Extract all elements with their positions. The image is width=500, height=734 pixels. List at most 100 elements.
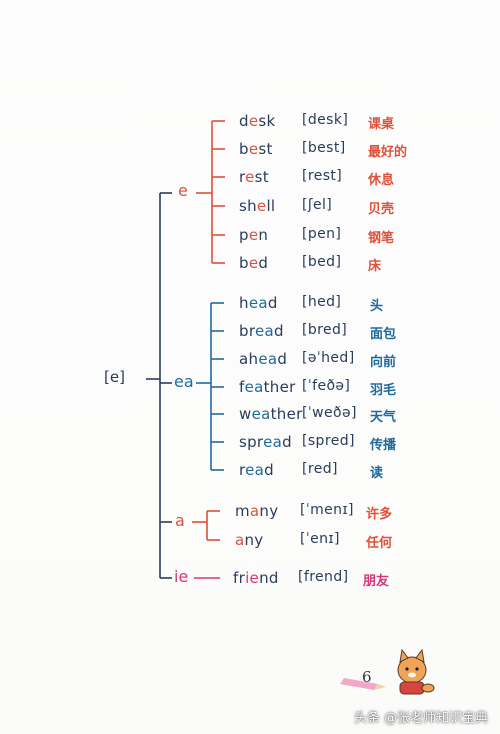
source-watermark: 头条 @张老师知识宝典: [353, 711, 488, 726]
meaning-ea-5: 传播: [370, 438, 397, 453]
word-highlight: e: [248, 140, 259, 158]
word-prefix: r: [239, 461, 246, 479]
phonetic-e-0: [desk]: [302, 112, 349, 128]
meaning-e-5: 床: [368, 259, 382, 274]
phonetic-ea-3: [ˈfeðə]: [302, 378, 351, 394]
word-ea-5: spread: [239, 433, 292, 451]
word-ea-2: ahead: [239, 350, 287, 368]
word-suffix: nd: [259, 569, 279, 587]
phonetic-e-3: [ʃel]: [302, 197, 333, 213]
word-highlight: ea: [251, 405, 271, 423]
meaning-e-3: 贝壳: [368, 202, 395, 217]
phonetic-ea-4: [ˈweðə]: [302, 405, 357, 421]
phonetic-e-4: [pen]: [302, 226, 342, 242]
group-label-ea: ea: [174, 372, 194, 391]
word-prefix: d: [239, 112, 249, 130]
phonetic-ea-0: [hed]: [302, 294, 342, 310]
pencil-icon: [340, 678, 386, 690]
word-highlight: ea: [248, 294, 268, 312]
word-prefix: f: [239, 378, 245, 396]
group-label-ie: ie: [174, 567, 189, 586]
group-label-a: a: [175, 511, 185, 530]
word-prefix: w: [239, 405, 252, 423]
word-suffix: ny: [244, 531, 264, 549]
phonetic-a-1: [ˈenɪ]: [300, 531, 340, 547]
word-suffix: d: [277, 350, 288, 368]
word-ea-3: feather: [239, 378, 296, 396]
meaning-ie-0: 朋友: [363, 574, 390, 589]
meaning-ea-2: 向前: [370, 355, 397, 370]
meaning-ea-3: 羽毛: [370, 383, 397, 398]
word-highlight: e: [245, 168, 255, 186]
word-highlight: ie: [245, 569, 260, 587]
word-e-3: shell: [239, 197, 275, 215]
word-suffix: st: [254, 168, 269, 186]
word-suffix: d: [282, 433, 292, 451]
word-highlight: ea: [258, 350, 278, 368]
phonetic-ea-6: [red]: [302, 461, 338, 477]
meaning-e-0: 课桌: [368, 117, 395, 132]
word-e-4: pen: [239, 226, 268, 244]
root-label: [e]: [104, 368, 125, 386]
word-suffix: ny: [259, 502, 279, 520]
word-suffix: ther: [270, 405, 303, 423]
word-e-0: desk: [239, 112, 275, 130]
meaning-ea-4: 天气: [370, 410, 397, 425]
phonetic-e-1: [best]: [302, 140, 346, 156]
phonetic-ea-1: [bred]: [302, 322, 348, 338]
word-prefix: br: [239, 322, 255, 340]
word-highlight: e: [256, 197, 267, 215]
word-suffix: d: [258, 254, 269, 272]
word-highlight: e: [248, 112, 259, 130]
word-suffix: d: [264, 461, 274, 479]
word-e-1: best: [239, 140, 273, 158]
word-highlight: ea: [263, 433, 283, 451]
phonetic-e-2: [rest]: [302, 168, 343, 184]
word-prefix: r: [239, 168, 246, 186]
word-suffix: st: [258, 140, 273, 158]
phonetic-a-0: [ˈmenɪ]: [300, 502, 354, 518]
meaning-e-1: 最好的: [368, 145, 408, 160]
word-e-2: rest: [239, 168, 269, 186]
meaning-ea-6: 读: [370, 466, 384, 481]
word-e-5: bed: [239, 254, 268, 272]
page-mascot: 6: [340, 648, 435, 695]
word-highlight: ea: [244, 378, 264, 396]
fox-character-icon: [397, 648, 435, 695]
word-highlight: ea: [254, 322, 274, 340]
page-number: 6: [362, 668, 372, 686]
group-label-e: e: [178, 181, 188, 200]
word-suffix: ll: [266, 197, 276, 215]
word-suffix: ther: [263, 378, 296, 396]
word-ea-4: weather: [239, 405, 303, 423]
word-highlight: e: [248, 226, 259, 244]
phonetic-e-5: [bed]: [302, 254, 342, 270]
meaning-ea-0: 头: [370, 299, 384, 314]
meaning-e-4: 钢笔: [368, 231, 395, 246]
meaning-a-1: 任何: [366, 536, 393, 551]
word-prefix: sh: [239, 197, 257, 215]
word-ea-6: read: [239, 461, 274, 479]
word-prefix: b: [239, 254, 249, 272]
word-a-1: any: [235, 531, 263, 549]
word-a-0: many: [235, 502, 278, 520]
word-suffix: d: [274, 322, 284, 340]
word-suffix: d: [267, 294, 278, 312]
word-suffix: n: [258, 226, 269, 244]
phonetic-ea-2: [əˈhed]: [302, 350, 355, 366]
word-prefix: spr: [239, 433, 264, 451]
meaning-a-0: 许多: [366, 507, 393, 522]
word-ea-1: bread: [239, 322, 284, 340]
word-highlight: e: [248, 254, 259, 272]
word-prefix: b: [239, 140, 249, 158]
word-highlight: a: [235, 531, 245, 549]
word-ea-0: head: [239, 294, 278, 312]
word-suffix: sk: [258, 112, 276, 130]
phonetic-ie-0: [frend]: [298, 569, 349, 585]
word-prefix: h: [239, 294, 249, 312]
phonetic-ea-5: [spred]: [302, 433, 355, 449]
word-prefix: m: [235, 502, 250, 520]
word-prefix: ah: [239, 350, 259, 368]
